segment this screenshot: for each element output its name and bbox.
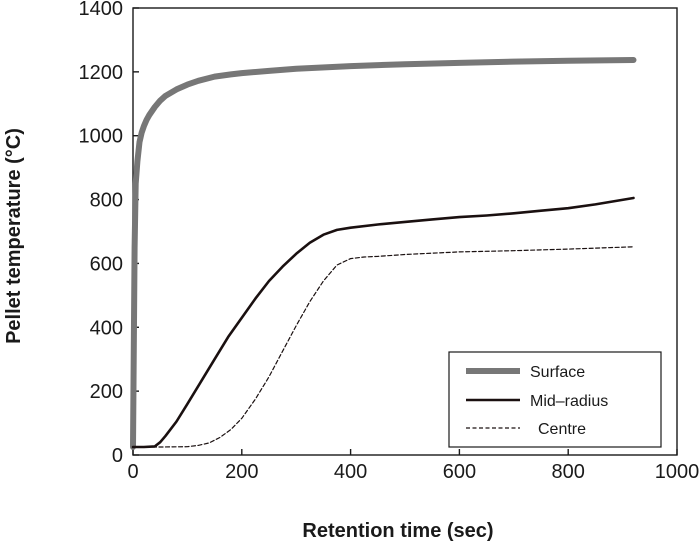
y-tick-label: 1200 [79,62,124,84]
x-tick-label: 0 [127,461,138,483]
x-tick-label: 1000 [655,461,700,483]
series-lines [130,57,637,450]
x-tick-label: 400 [334,461,367,483]
y-tick-label: 1000 [79,126,124,148]
tick-labels: 0 200 400 600 800 1000 0 200 400 600 800 1000 1200 14… [79,0,700,483]
y-tick-label: 400 [90,317,123,339]
legend: Surface Mid–radius Centre [448,351,662,448]
y-tick-label: 0 [112,445,123,467]
y-tick-label: 200 [90,381,123,403]
y-tick-label: 600 [90,253,123,275]
legend-label-surface: Surface [530,364,585,381]
y-axis-title: Pellet temperature (°C) [3,128,25,344]
series-line-mid-radius [131,196,635,449]
x-axis-title: Retention time (sec) [302,520,493,542]
x-tick-label: 800 [552,461,585,483]
series-line-centre [132,246,635,448]
legend-label-centre: Centre [538,421,586,438]
series-line-surface [130,57,637,450]
x-tick-label: 200 [225,461,258,483]
y-tick-label: 800 [90,190,123,212]
x-tick-label: 600 [443,461,476,483]
y-tick-label: 1400 [79,0,124,20]
legend-label-mid-radius: Mid–radius [530,393,608,410]
